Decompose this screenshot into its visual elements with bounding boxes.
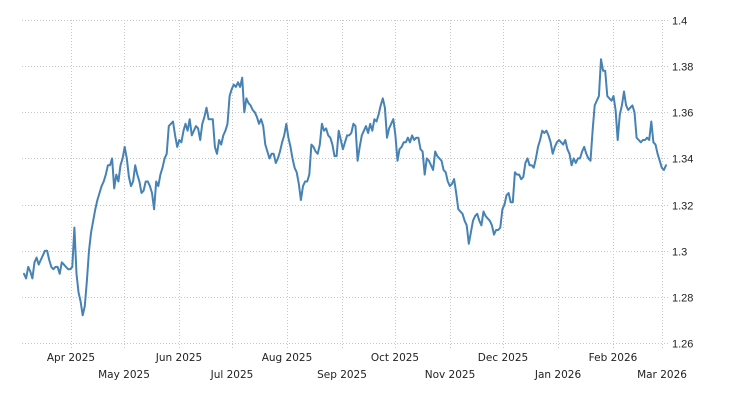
y-tick-label: 1.32 [672,201,693,213]
y-tick-label: 1.28 [672,293,693,305]
x-tick-label: Apr 2025 [47,352,95,364]
y-tick-label: 1.38 [672,62,693,74]
y-tick-label: 1.3 [672,247,687,259]
x-tick-label: Aug 2025 [262,352,313,364]
x-tick-label: May 2025 [98,369,150,381]
x-tick-label: Jan 2026 [534,369,582,381]
y-axis-labels: 1.26 1.28 1.3 1.32 1.34 1.36 1.38 1.4 [672,16,693,351]
x-tick-label: Oct 2025 [371,352,419,364]
y-tick-label: 1.4 [672,16,687,28]
x-axis-labels: Apr 2025 Jun 2025 Aug 2025 Oct 2025 Dec 2025… [47,352,687,381]
x-tick-label: Jul 2025 [210,369,254,381]
x-tick-label: Nov 2025 [425,369,476,381]
x-tick-label: Feb 2026 [589,352,638,364]
horizontal-gridlines [22,20,670,344]
x-tick-label: Jun 2025 [155,352,202,364]
x-tick-label: Sep 2025 [317,369,367,381]
x-tick-label: Dec 2025 [478,352,528,364]
y-tick-label: 1.34 [672,154,693,166]
vertical-gridlines [71,20,663,349]
y-tick-label: 1.26 [672,339,693,351]
y-tick-label: 1.36 [672,108,693,120]
x-tick-label: Mar 2026 [637,369,687,381]
price-series-line [23,58,667,317]
